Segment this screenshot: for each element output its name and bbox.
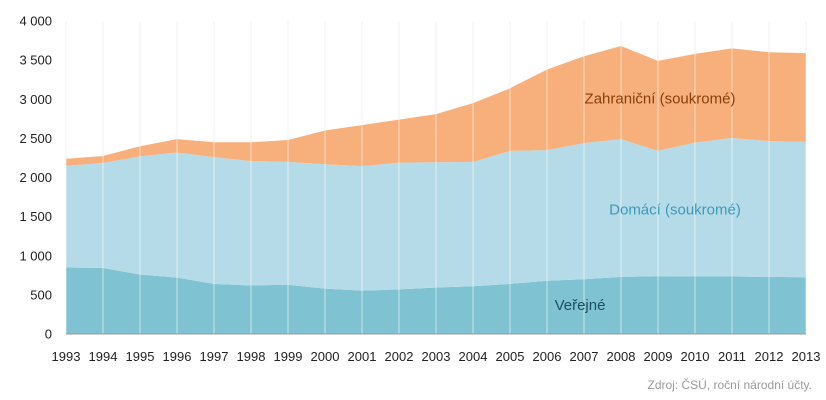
x-tick-label: 2008 <box>607 349 636 364</box>
y-tick-label: 4 000 <box>19 14 52 29</box>
x-tick-label: 2004 <box>459 349 488 364</box>
y-tick-label: 3 000 <box>19 92 52 107</box>
x-tick-label: 2005 <box>496 349 525 364</box>
x-tick-label: 2010 <box>681 349 710 364</box>
x-tick-label: 1994 <box>89 349 118 364</box>
x-tick-label: 1999 <box>274 349 303 364</box>
x-tick-label: 2013 <box>792 349 821 364</box>
x-tick-label: 2003 <box>422 349 451 364</box>
x-tick-label: 2012 <box>755 349 784 364</box>
x-tick-label: 2001 <box>348 349 377 364</box>
series-label-2: Zahraniční (soukromé) <box>585 90 736 107</box>
x-tick-label: 2009 <box>644 349 673 364</box>
y-tick-label: 0 <box>45 327 52 342</box>
y-tick-label: 1 000 <box>19 248 52 263</box>
y-tick-label: 2 500 <box>19 131 52 146</box>
series-label-1: Domácí (soukromé) <box>609 202 741 219</box>
x-tick-label: 2006 <box>533 349 562 364</box>
x-tick-label: 1996 <box>163 349 192 364</box>
x-tick-label: 2007 <box>570 349 599 364</box>
y-tick-label: 2 000 <box>19 170 52 185</box>
source-note: Zdroj: ČSÚ, roční národní účty. <box>647 378 812 392</box>
y-tick-label: 3 500 <box>19 53 52 68</box>
series-label-0: Veřejné <box>555 297 606 314</box>
y-tick-label: 500 <box>30 287 52 302</box>
x-tick-label: 1993 <box>52 349 81 364</box>
x-tick-label: 1998 <box>237 349 266 364</box>
x-tick-label: 1995 <box>126 349 155 364</box>
series-labels: Veřejné Domácí (soukromé) Zahraniční (souk… <box>555 90 741 314</box>
x-tick-label: 1997 <box>200 349 229 364</box>
x-tick-label: 2000 <box>311 349 340 364</box>
x-tick-label: 2011 <box>718 349 746 364</box>
x-tick-label: 2002 <box>385 349 414 364</box>
areas <box>65 21 807 334</box>
y-tick-label: 1 500 <box>19 209 52 224</box>
axes: 0 500 1 000 1 500 2 000 2 500 3 000 3 500 4 000 1… <box>19 14 820 365</box>
